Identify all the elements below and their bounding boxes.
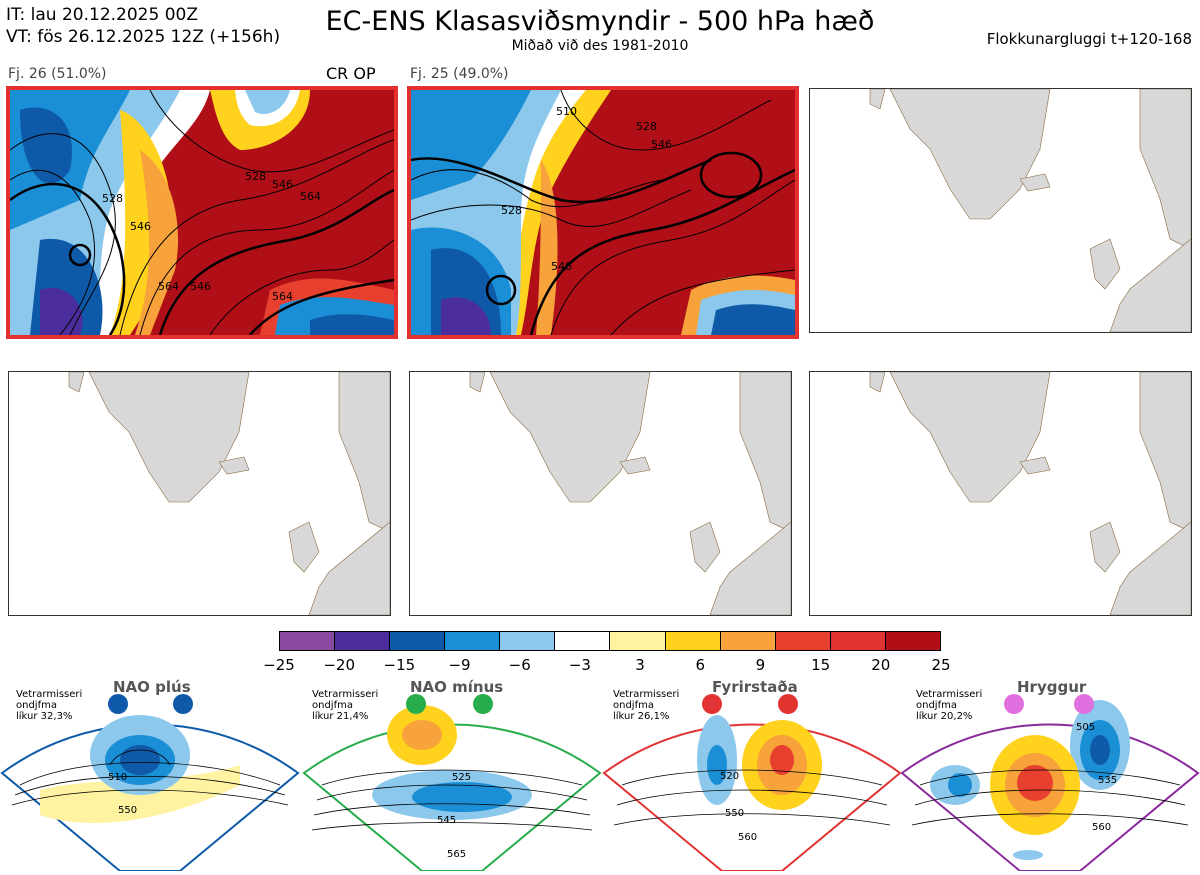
colorbar-segment	[390, 632, 446, 650]
valid-time: VT: fös 26.12.2025 12Z (+156h)	[6, 27, 281, 47]
empty-map-panel	[8, 371, 391, 616]
regime-name: Fyrirstaða	[712, 678, 798, 696]
contour-label: 546	[651, 138, 672, 151]
colorbar-segment	[830, 632, 886, 650]
regime-nao-minus: 525 545 565 NAO mínus Vetrarmisseri ondjf…	[302, 675, 602, 872]
regime-blocking: 520 550 560 Fyrirstaða Vetrarmisseri ondj…	[602, 675, 902, 872]
cluster-1-map[interactable]: 528 546 564 546 564 564 528 546	[6, 86, 398, 339]
colorbar	[279, 631, 941, 651]
colorbar-tick-label: 3	[635, 656, 645, 674]
regime-name: NAO plús	[113, 678, 191, 696]
contour-label: 546	[190, 280, 211, 293]
contour-label: 550	[118, 805, 137, 816]
colorbar-segment	[610, 632, 666, 650]
contour-label: 546	[130, 220, 151, 233]
colorbar-tick-label: −15	[383, 656, 416, 674]
colorbar-tick-label: −6	[508, 656, 531, 674]
regime-info: Vetrarmisseri ondjfma líkur 21,4%	[312, 689, 379, 722]
header-info: IT: lau 20.12.2025 00Z VT: fös 26.12.202…	[6, 4, 280, 48]
colorbar-segment	[335, 632, 391, 650]
cluster-2-label: Fj. 25 (49.0%)	[410, 66, 509, 82]
empty-map-panel	[809, 88, 1192, 333]
regime-info: Vetrarmisseri ondjfma líkur 20,2%	[916, 689, 983, 722]
colorbar-segment	[720, 632, 776, 650]
contour-label: 528	[245, 170, 266, 183]
regime-name: Hryggur	[1017, 678, 1087, 696]
regime-info: Vetrarmisseri ondjfma líkur 32,3%	[16, 689, 83, 722]
contour-label: 528	[501, 204, 522, 217]
colorbar-segment	[775, 632, 831, 650]
cluster-1-label: Fj. 26 (51.0%)	[8, 66, 107, 82]
regime-name: NAO mínus	[410, 678, 504, 696]
contour-label: 545	[437, 815, 456, 826]
colorbar-segment	[500, 632, 556, 650]
cluster-2-map[interactable]: 510 528 546 528 546	[407, 86, 799, 339]
colorbar-tick-label: −9	[448, 656, 471, 674]
page-subtitle: Miðað við des 1981-2010	[511, 38, 689, 54]
regime-nao-plus: 510 550 NAO plús Vetrarmisseri ondjfma lík…	[0, 675, 300, 872]
contour-label: 528	[102, 192, 123, 205]
contour-label: 525	[452, 772, 471, 783]
colorbar-tick-label: −20	[323, 656, 355, 674]
cluster-1-tag: CR OP	[326, 64, 376, 83]
colorbar-segment	[280, 632, 336, 650]
contour-label: 528	[636, 120, 657, 133]
classification-window: Flokkunargluggi t+120-168	[986, 30, 1192, 48]
contour-label: 564	[300, 190, 321, 203]
contour-label: 520	[720, 771, 739, 782]
contour-label: 564	[272, 290, 293, 303]
contour-label: 505	[1076, 722, 1095, 733]
regime-ridge: 505 535 560 Hryggur Vetrarmisseri ondjfma…	[900, 675, 1200, 872]
colorbar-tick-label: 9	[755, 656, 766, 674]
contour-label: 564	[158, 280, 179, 293]
colorbar-segment	[885, 632, 940, 650]
regime-info: Vetrarmisseri ondjfma líkur 26,1%	[613, 689, 680, 722]
colorbar-tick-label: −25	[263, 656, 295, 674]
colorbar-tick-label: −3	[568, 656, 591, 674]
contour-label: 565	[447, 849, 466, 860]
colorbar-tick-label: 6	[695, 656, 706, 674]
contour-label: 546	[272, 178, 293, 191]
contour-label: 550	[725, 808, 744, 819]
colorbar-tick-label: 20	[871, 656, 891, 674]
colorbar-segment	[445, 632, 501, 650]
contour-label: 546	[551, 260, 572, 273]
empty-map-panel	[409, 371, 792, 616]
contour-label: 510	[556, 105, 577, 118]
empty-map-panel	[809, 371, 1192, 616]
contour-label: 510	[108, 772, 127, 783]
initial-time: IT: lau 20.12.2025 00Z	[6, 5, 198, 25]
contour-label: 560	[738, 832, 757, 843]
colorbar-tick-label: 15	[811, 656, 831, 674]
page-title: EC-ENS Klasasviðsmyndir - 500 hPa hæð	[325, 6, 875, 37]
contour-label: 535	[1098, 775, 1117, 786]
colorbar-tick-label: 25	[931, 656, 951, 674]
contour-label: 560	[1092, 822, 1111, 833]
colorbar-segment	[665, 632, 721, 650]
colorbar-segment	[555, 632, 611, 650]
